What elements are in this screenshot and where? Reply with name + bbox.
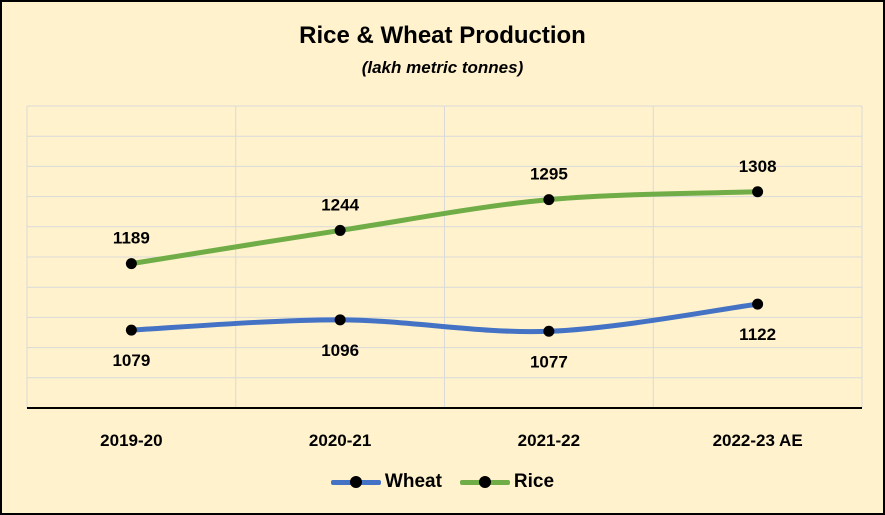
legend-swatch-rice (459, 475, 510, 489)
legend-label-wheat: Wheat (384, 471, 442, 492)
data-label-rice: 1189 (113, 229, 150, 248)
data-label-rice: 1295 (530, 165, 568, 184)
data-point-wheat (543, 325, 555, 337)
legend-item-wheat: Wheat (330, 471, 442, 493)
data-point-rice (543, 194, 555, 206)
legend-label-rice: Rice (513, 471, 555, 492)
data-point-wheat (125, 324, 137, 336)
legend-marker-rice (478, 476, 491, 488)
chart-title: Rice & Wheat Production (299, 22, 586, 49)
data-point-rice (752, 186, 764, 198)
data-label-rice: 1244 (321, 195, 359, 214)
legend-item-rice: Rice (459, 471, 555, 493)
x-tick-label: 2022-23 AE (713, 431, 803, 450)
data-label-wheat: 1122 (739, 325, 776, 344)
data-point-wheat (752, 298, 764, 310)
x-tick-label: 2019-20 (100, 431, 162, 450)
data-label-wheat: 1079 (112, 351, 150, 370)
x-tick-label: 2021-22 (518, 431, 580, 450)
legend-swatch-wheat (330, 475, 381, 489)
x-tick-label: 2020-21 (309, 431, 371, 450)
legend-marker-wheat (349, 476, 362, 488)
data-point-rice (334, 224, 346, 236)
data-label-wheat: 1077 (530, 352, 568, 371)
data-label-rice: 1308 (739, 157, 777, 176)
data-point-rice (125, 258, 137, 270)
legend: Wheat Rice (2, 471, 883, 493)
series-line-wheat (128, 301, 761, 335)
data-label-wheat: 1096 (321, 341, 359, 360)
series-line-rice (128, 189, 761, 267)
chart-subtitle: (lakh metric tonnes) (361, 58, 524, 77)
data-point-wheat (334, 314, 346, 326)
